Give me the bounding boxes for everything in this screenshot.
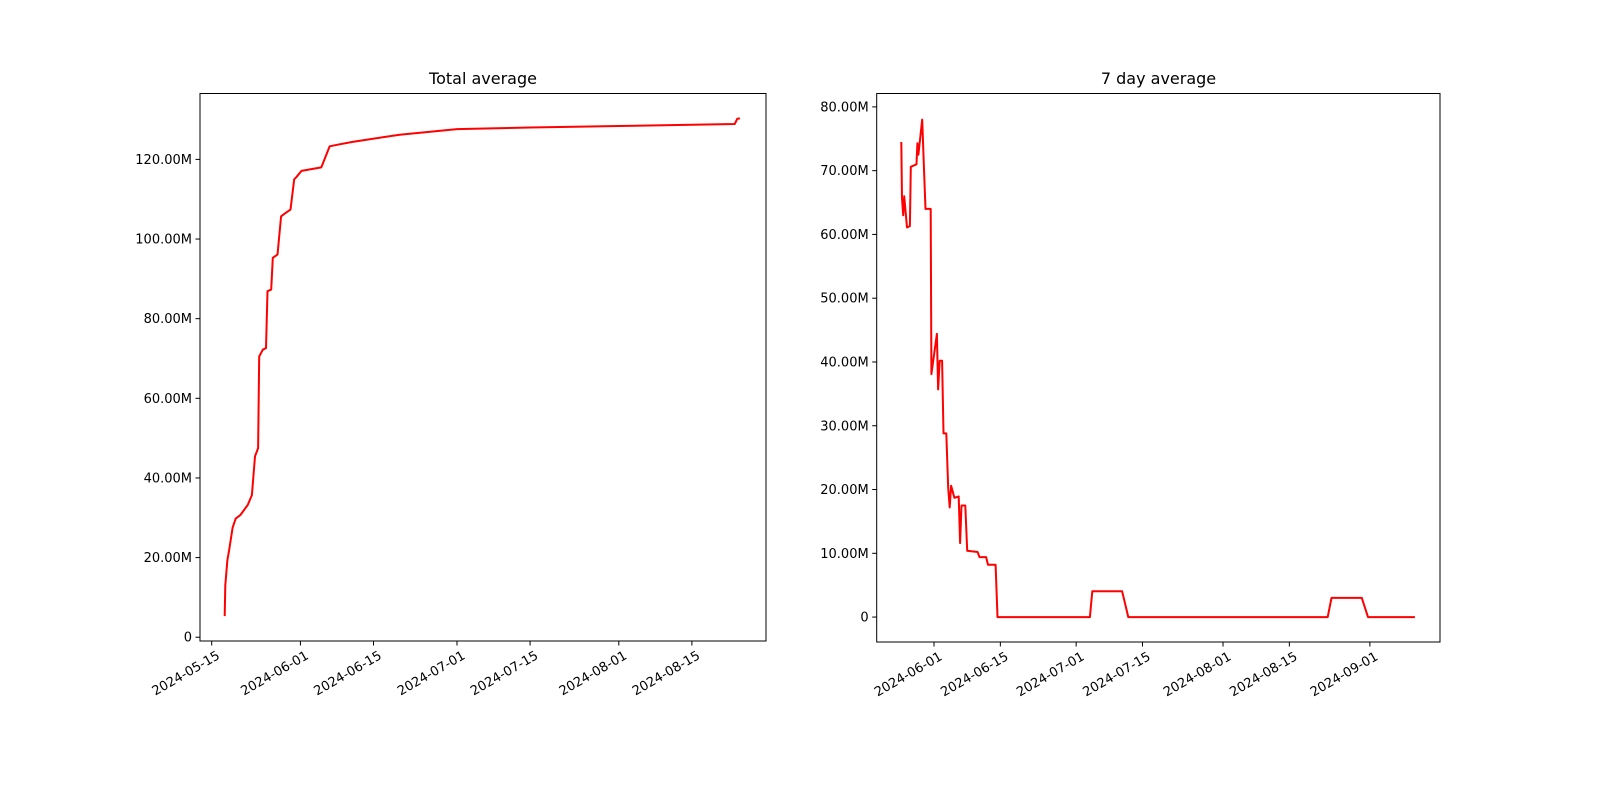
- x-tick-label: 2024-06-15: [312, 648, 385, 699]
- y-tick-label: 70.00M: [820, 164, 868, 179]
- chart-total-average: 0 20.00M 40.00M 60.00M 80.00M 100.00M 120.00M 2…: [135, 93, 767, 699]
- x-tick-label: 2024-08-01: [1161, 649, 1234, 700]
- y-tick-label: 40.00M: [820, 355, 868, 370]
- plot-area-seven-day-average: [876, 93, 1441, 643]
- x-tick-label: 2024-08-01: [557, 648, 630, 699]
- y-tick-label: 30.00M: [820, 419, 868, 434]
- y-tick-label: 120.00M: [135, 153, 192, 168]
- y-tick-label: 80.00M: [144, 312, 192, 327]
- y-tick-label: 100.00M: [135, 233, 192, 248]
- x-tick-label: 2024-06-01: [872, 649, 945, 700]
- y-tick-label: 60.00M: [820, 228, 868, 243]
- x-tick-label: 2024-09-01: [1308, 649, 1381, 700]
- y-tick-label: 0: [184, 631, 192, 646]
- x-tick-label: 2024-07-01: [1014, 649, 1087, 700]
- chart-seven-day-average: 0 10.00M 20.00M 30.00M 40.00M 50.00M 60.00M 70.…: [820, 93, 1441, 700]
- y-tick-label: 60.00M: [144, 392, 192, 407]
- x-tick-label: 2024-05-15: [150, 648, 223, 699]
- total-average-line: [223, 117, 741, 617]
- x-tick-label: 2024-08-15: [630, 648, 703, 699]
- x-tick-label: 2024-06-15: [938, 649, 1011, 700]
- y-tick-label: 0: [860, 611, 868, 626]
- seven-day-average-line: [900, 118, 1415, 619]
- y-tick-label: 40.00M: [144, 471, 192, 486]
- x-tick-label: 2024-07-01: [395, 648, 468, 699]
- x-tick-label: 2024-07-15: [1081, 649, 1154, 700]
- x-tick-label: 2024-06-01: [238, 648, 311, 699]
- y-tick-label: 10.00M: [820, 547, 868, 562]
- y-tick-label: 20.00M: [820, 483, 868, 498]
- y-tick-label: 50.00M: [820, 292, 868, 307]
- chart-title-7-day-average: 7 day average: [1100, 69, 1217, 88]
- y-tick-label: 20.00M: [144, 551, 192, 566]
- x-tick-label: 2024-08-15: [1227, 649, 1300, 700]
- chart-title-total-average: Total average: [429, 69, 537, 88]
- y-tick-label: 80.00M: [820, 100, 868, 115]
- x-tick-label: 2024-07-15: [468, 648, 541, 699]
- plot-area-total-average: [199, 93, 767, 642]
